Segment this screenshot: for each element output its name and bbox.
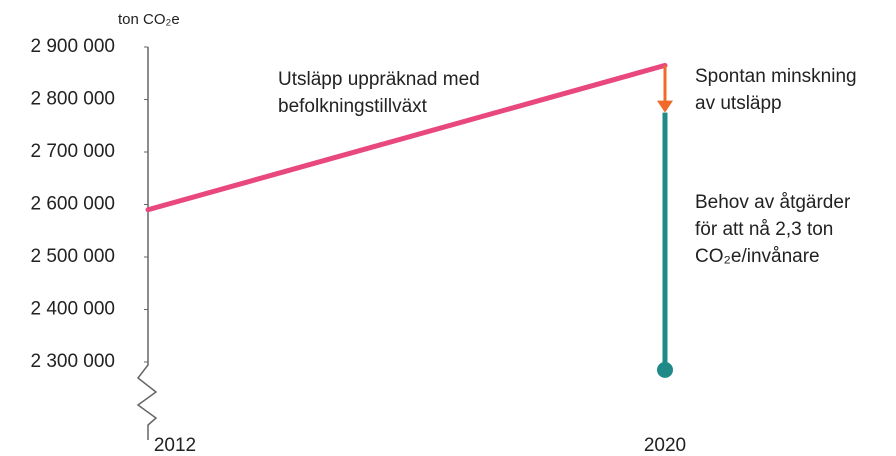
annotation: Behov av åtgärder	[695, 192, 851, 213]
annotation: Utsläpp uppräknad med	[278, 69, 480, 90]
annotation: av utsläpp	[695, 93, 782, 114]
y-tick-label: 2 300 000	[30, 351, 115, 372]
y-tick-label: 2 800 000	[30, 89, 115, 110]
y-tick-label: 2 400 000	[30, 299, 115, 320]
x-tick-label: 2012	[154, 435, 196, 456]
measures-end	[657, 361, 673, 378]
annotation: Spontan minskning	[695, 66, 857, 87]
annotation: CO₂e/invånare	[695, 246, 820, 267]
y-tick-label: 2 900 000	[30, 36, 115, 57]
annotation: för att nå 2,3 ton	[695, 219, 833, 240]
y-tick-label: 2 700 000	[30, 141, 115, 162]
x-tick-label: 2020	[644, 435, 686, 456]
y-tick-label: 2 600 000	[30, 194, 115, 215]
annotation: befolkningstillväxt	[278, 96, 428, 117]
reduction-arrowhead	[657, 100, 673, 113]
y-axis-line	[136, 47, 158, 440]
y-tick-label: 2 500 000	[30, 246, 115, 267]
emission-line	[145, 62, 668, 213]
y-axis-unit: ton CO₂e	[118, 11, 180, 28]
